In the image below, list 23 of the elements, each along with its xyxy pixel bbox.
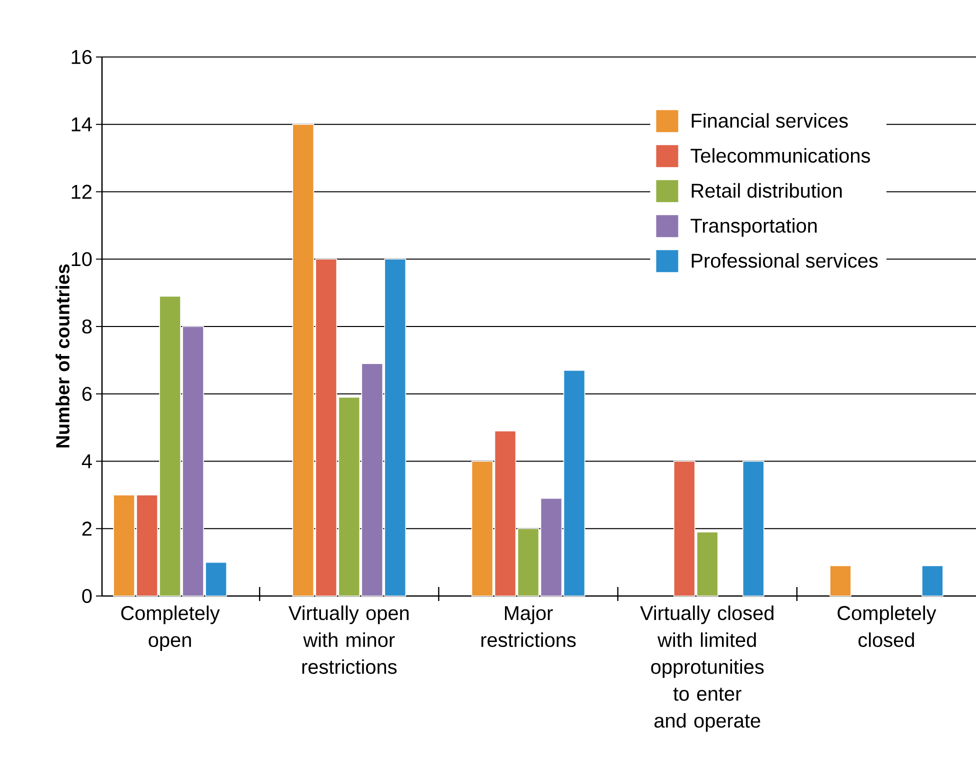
legend-label: Professional services <box>692 253 878 268</box>
y-tick-label: 8 <box>82 319 92 334</box>
y-tick-label: 6 <box>82 386 92 401</box>
y-tick-label: 12 <box>72 184 92 199</box>
x-tick-label: Completely open <box>121 606 220 651</box>
bar <box>742 460 764 596</box>
y-tick-label: 4 <box>82 454 92 468</box>
y-tick-label: 2 <box>82 522 92 536</box>
bar <box>830 565 852 596</box>
legend-label: Financial services <box>692 113 848 128</box>
y-tick-label: 0 <box>82 588 92 604</box>
y-axis-title: Number of countries <box>56 264 70 448</box>
x-tick-label: Virtually closed with limited opprotunities to enter and operate <box>640 606 774 732</box>
legend-label: Retail distribution <box>692 183 842 198</box>
x-tick-label: Major restrictions <box>481 606 576 648</box>
legend-label: Telecommunications <box>690 148 870 163</box>
y-tick-label: 14 <box>72 118 92 132</box>
x-tick-label: Completely closed <box>838 606 936 648</box>
y-tick-label: 10 <box>72 252 92 266</box>
legend-label: Transportation <box>690 218 817 237</box>
x-tick-label: Virtually open with minor restrictions <box>288 606 409 674</box>
bar <box>922 565 944 596</box>
y-tick-label: 16 <box>72 50 92 64</box>
